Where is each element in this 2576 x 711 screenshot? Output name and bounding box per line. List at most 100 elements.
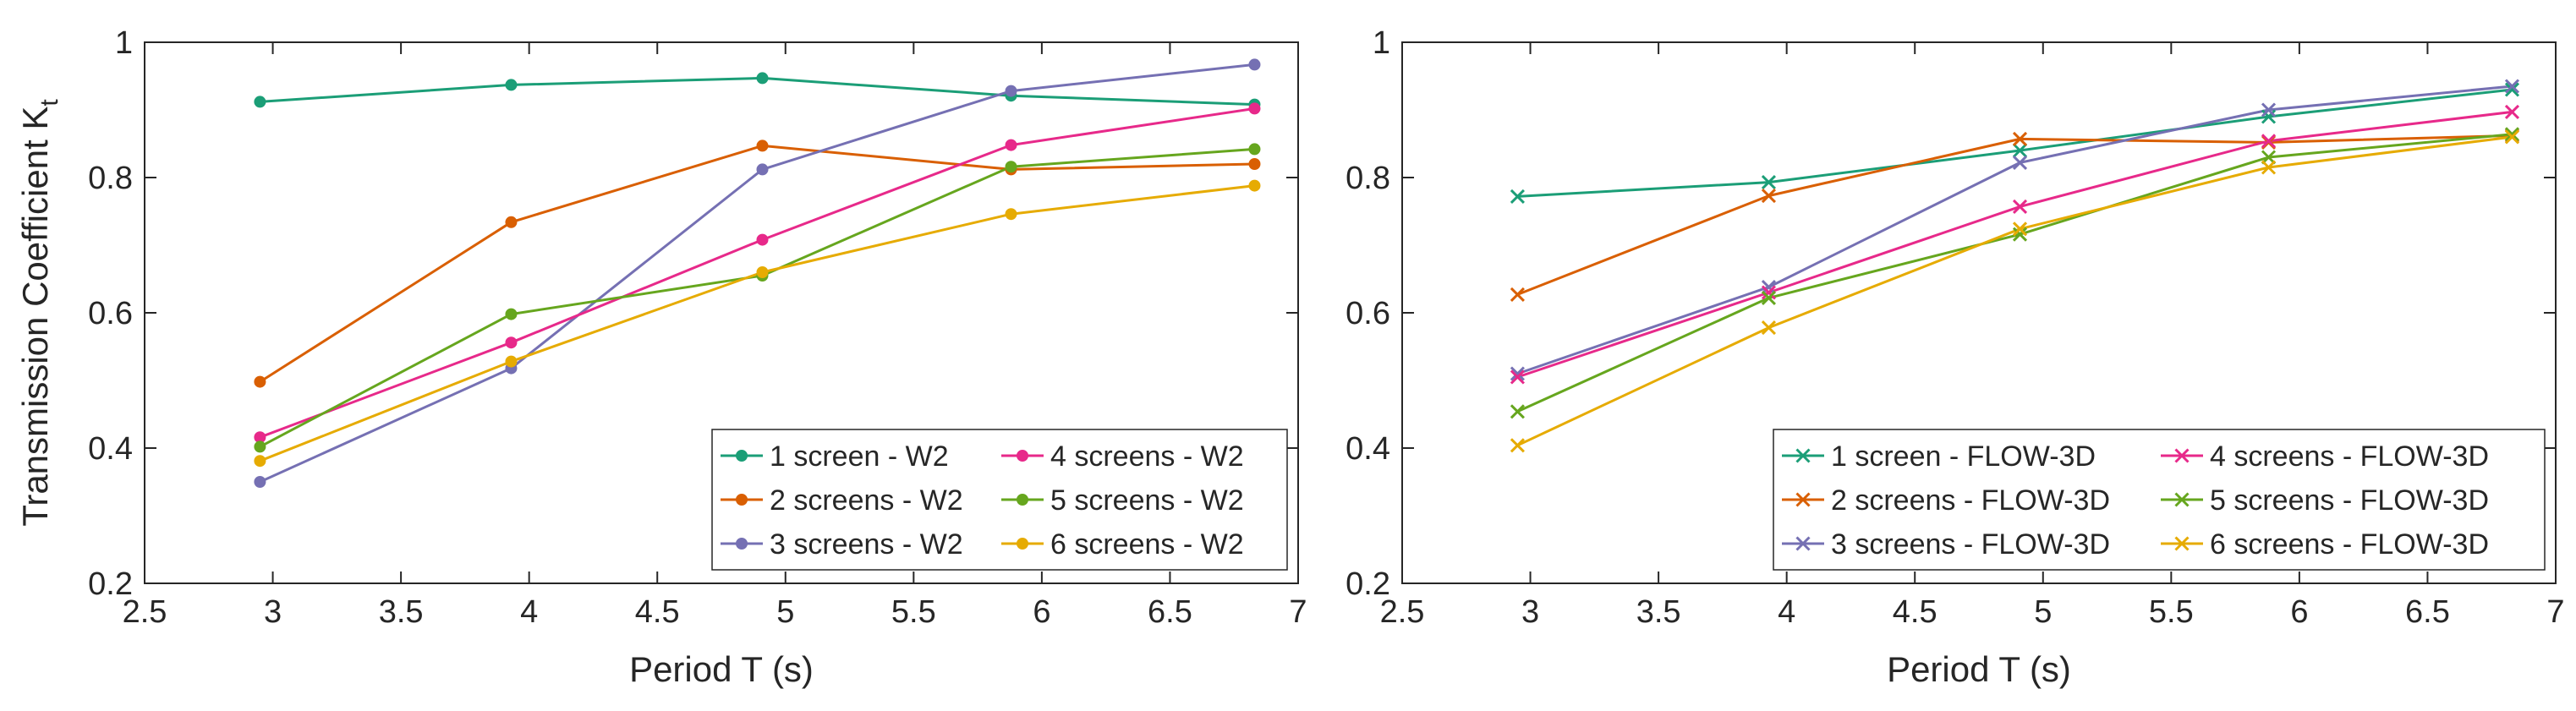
- right-legend-marker-glyph-stroke: [1795, 448, 1811, 463]
- left-series-markers: [254, 58, 1261, 488]
- left-legend-marker-glyph: [1017, 450, 1028, 462]
- left-x-tick-label: 5.5: [891, 594, 936, 630]
- right-data-point-3: [2504, 79, 2520, 94]
- left-legend-item-1-screen: 1 screen - W2: [721, 440, 949, 473]
- right-data-point-3: [1510, 366, 1525, 381]
- right-legend-marker: [1795, 536, 1811, 551]
- left-data-point-1: [254, 96, 266, 108]
- left-data-point-5: [1248, 143, 1261, 156]
- right-legend-item-4-screens: 4 screens - FLOW-3D: [2161, 440, 2489, 473]
- left-legend-label: 4 screens - W2: [1050, 440, 1244, 473]
- left-legend-item-3-screens: 3 screens - W2: [721, 528, 963, 561]
- right-data-point-1-stroke: [1510, 189, 1525, 204]
- left-data-point-6: [1005, 208, 1017, 221]
- left-data-point-2: [254, 375, 266, 388]
- right-data-point-1-stroke: [2504, 82, 2520, 97]
- left-legend-marker: [1017, 450, 1028, 462]
- right-data-point-5: [1510, 404, 1525, 419]
- right-data-point-2: [1510, 287, 1525, 302]
- right-legend-marker: [1795, 492, 1811, 507]
- left-x-tick-label: 4: [520, 594, 538, 630]
- right-x-tick-label: 3: [1521, 594, 1539, 630]
- right-data-point-4: [2261, 134, 2277, 149]
- left-data-point-3: [1005, 85, 1017, 97]
- left-data-point-4: [1248, 102, 1261, 115]
- right-data-point-4: [1510, 369, 1525, 385]
- right-data-point-6: [2261, 160, 2277, 175]
- right-data-point-2: [2012, 131, 2028, 146]
- right-x-ticks: 2.5 3 3.5 4 4.5 5 5.5 6 6.5 7: [1380, 42, 2565, 630]
- left-x-tick-label: 3: [264, 594, 282, 630]
- left-data-point-3: [1248, 58, 1261, 71]
- left-x-tick-label: 6.5: [1148, 594, 1192, 630]
- left-legend-marker-glyph: [736, 494, 748, 506]
- right-data-point-3-stroke: [1761, 280, 1777, 295]
- right-data-point-6-stroke: [2261, 160, 2277, 175]
- right-data-point-4: [2012, 199, 2028, 214]
- right-data-point-5: [2504, 127, 2520, 142]
- left-x-tick-label: 6: [1033, 594, 1050, 630]
- right-legend-marker-glyph: [1795, 448, 1811, 463]
- left-legend-marker-glyph: [1017, 538, 1028, 550]
- left-y-tick-label: 0.6: [88, 296, 133, 331]
- right-data-point-6: [1510, 438, 1525, 453]
- right-legend-marker-glyph: [2174, 536, 2190, 551]
- right-legend-label: 4 screens - FLOW-3D: [2210, 440, 2489, 473]
- right-legend-marker: [1795, 448, 1811, 463]
- right-data-point-1-stroke: [1761, 175, 1777, 190]
- right-data-point-2-stroke: [2012, 131, 2028, 146]
- right-data-point-1: [2504, 82, 2520, 97]
- right-x-tick-label: 5.5: [2149, 594, 2194, 630]
- left-data-point-4: [756, 233, 769, 246]
- left-legend: 1 screen - W2 2 screens - W2 3 screens -…: [711, 429, 1288, 571]
- right-x-tick-label: 6.5: [2405, 594, 2450, 630]
- left-legend-marker: [736, 538, 748, 550]
- right-data-point-2-stroke: [1510, 287, 1525, 302]
- chart-right: 2.5 3 3.5 4 4.5 5 5.5 6 6.5 7 0.2 0.4 0.6 0.8 1 Perio…: [1346, 25, 2564, 689]
- right-data-point-5-stroke: [1510, 404, 1525, 419]
- right-data-point-4-stroke: [2012, 199, 2028, 214]
- right-y-ticks: 0.2 0.4 0.6 0.8 1: [1346, 25, 2556, 602]
- left-legend-box: [711, 429, 1288, 571]
- right-legend-marker-glyph-stroke: [2174, 536, 2190, 551]
- left-y-tick-label: 1: [115, 25, 133, 61]
- right-x-tick-label: 4.5: [1893, 594, 1937, 630]
- left-legend-item-2-screens: 2 screens - W2: [721, 484, 963, 517]
- left-x-tick-label: 4.5: [635, 594, 680, 630]
- left-legend-marker: [736, 450, 748, 462]
- left-legend-marker-glyph: [1017, 494, 1028, 506]
- left-data-point-1: [505, 79, 518, 91]
- right-data-point-3: [2261, 102, 2277, 118]
- right-legend-marker-glyph: [1795, 492, 1811, 507]
- left-data-point-2: [1248, 158, 1261, 170]
- right-x-tick-label: 6: [2290, 594, 2308, 630]
- right-y-tick-label: 1: [1373, 25, 1390, 61]
- right-legend-item-3-screens: 3 screens - FLOW-3D: [1782, 528, 2110, 561]
- left-legend-marker: [736, 494, 748, 506]
- left-x-tick-label: 2.5: [123, 594, 167, 630]
- right-data-point-6: [1761, 320, 1777, 336]
- left-data-point-6: [254, 455, 266, 468]
- right-legend: 1 screen - FLOW-3D 2 screens - FLOW-3D 3…: [1773, 429, 2546, 571]
- right-legend-label: 3 screens - FLOW-3D: [1831, 528, 2110, 561]
- right-data-point-5-stroke: [1761, 290, 1777, 305]
- right-x-tick-label: 4: [1778, 594, 1795, 630]
- right-data-point-2-stroke: [1761, 189, 1777, 204]
- right-data-point-5: [1761, 290, 1777, 305]
- left-y-axis-label: Transmission Coefficient Kt: [15, 99, 63, 527]
- right-data-point-5: [2012, 227, 2028, 242]
- left-y-tick-label: 0.2: [88, 566, 133, 602]
- right-legend-marker-glyph-stroke: [2174, 492, 2190, 507]
- left-y-tick-label: 0.4: [88, 431, 133, 467]
- right-y-tick-label: 0.2: [1346, 566, 1390, 602]
- right-legend-marker-glyph-stroke: [1795, 536, 1811, 551]
- left-data-point-4: [505, 336, 518, 349]
- left-legend-marker-glyph: [736, 538, 748, 550]
- left-data-point-2: [756, 139, 769, 152]
- left-legend-item-6-screens: 6 screens - W2: [1001, 528, 1244, 561]
- right-data-point-2: [1761, 189, 1777, 204]
- right-legend-marker-glyph-stroke: [2174, 448, 2190, 463]
- right-legend-box: [1773, 429, 2546, 571]
- right-data-point-3-stroke: [2504, 79, 2520, 94]
